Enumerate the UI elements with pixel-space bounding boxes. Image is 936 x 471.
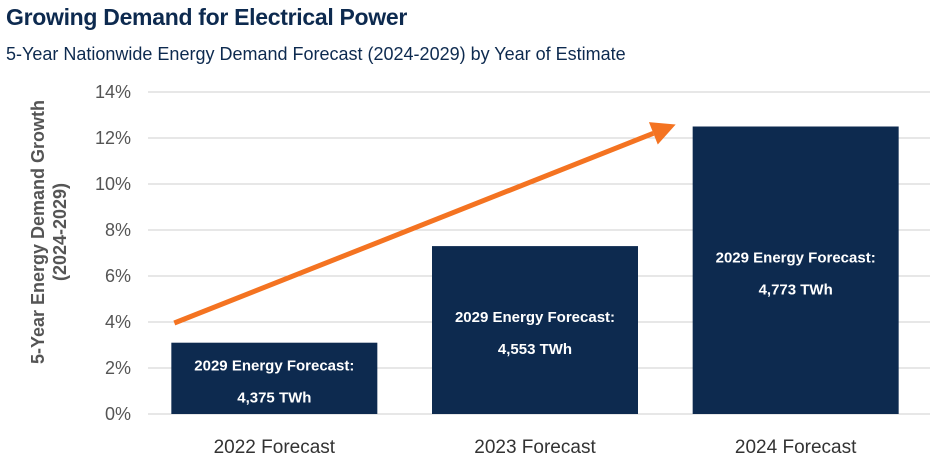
chart-title: Growing Demand for Electrical Power — [6, 4, 408, 30]
x-category-label: 2023 Forecast — [474, 437, 596, 458]
bar-label-title: 2029 Energy Forecast: — [455, 309, 615, 326]
bar-label-value: 4,375 TWh — [237, 389, 311, 406]
trend-arrow-head — [648, 122, 676, 145]
trend-arrow-shaft — [173, 131, 655, 326]
y-tick-label: 2% — [105, 358, 131, 378]
bar — [171, 342, 378, 414]
y-axis-label: 5-Year Energy Demand Growth (2024-2029) — [28, 100, 70, 364]
y-tick-label: 4% — [105, 312, 131, 332]
y-tick-label: 10% — [95, 174, 131, 194]
y-tick-label: 6% — [105, 266, 131, 286]
y-tick-label: 12% — [95, 128, 131, 148]
bar-label-value: 4,553 TWh — [498, 341, 572, 358]
x-category-label: 2022 Forecast — [214, 437, 336, 458]
chart-subtitle: 5-Year Nationwide Energy Demand Forecast… — [6, 44, 626, 64]
x-category-label: 2024 Forecast — [735, 437, 857, 458]
y-tick-label: 8% — [105, 220, 131, 240]
y-axis-label-line: (2024-2029) — [50, 183, 70, 281]
bar-label-value: 4,773 TWh — [759, 281, 833, 298]
y-axis-label-line: 5-Year Energy Demand Growth — [28, 100, 48, 364]
bar — [432, 246, 638, 414]
y-tick-label: 14% — [95, 82, 131, 102]
bar-label-title: 2029 Energy Forecast: — [194, 357, 354, 374]
bar-label-title: 2029 Energy Forecast: — [716, 249, 876, 266]
y-tick-label: 0% — [105, 404, 131, 424]
bar — [692, 126, 899, 414]
